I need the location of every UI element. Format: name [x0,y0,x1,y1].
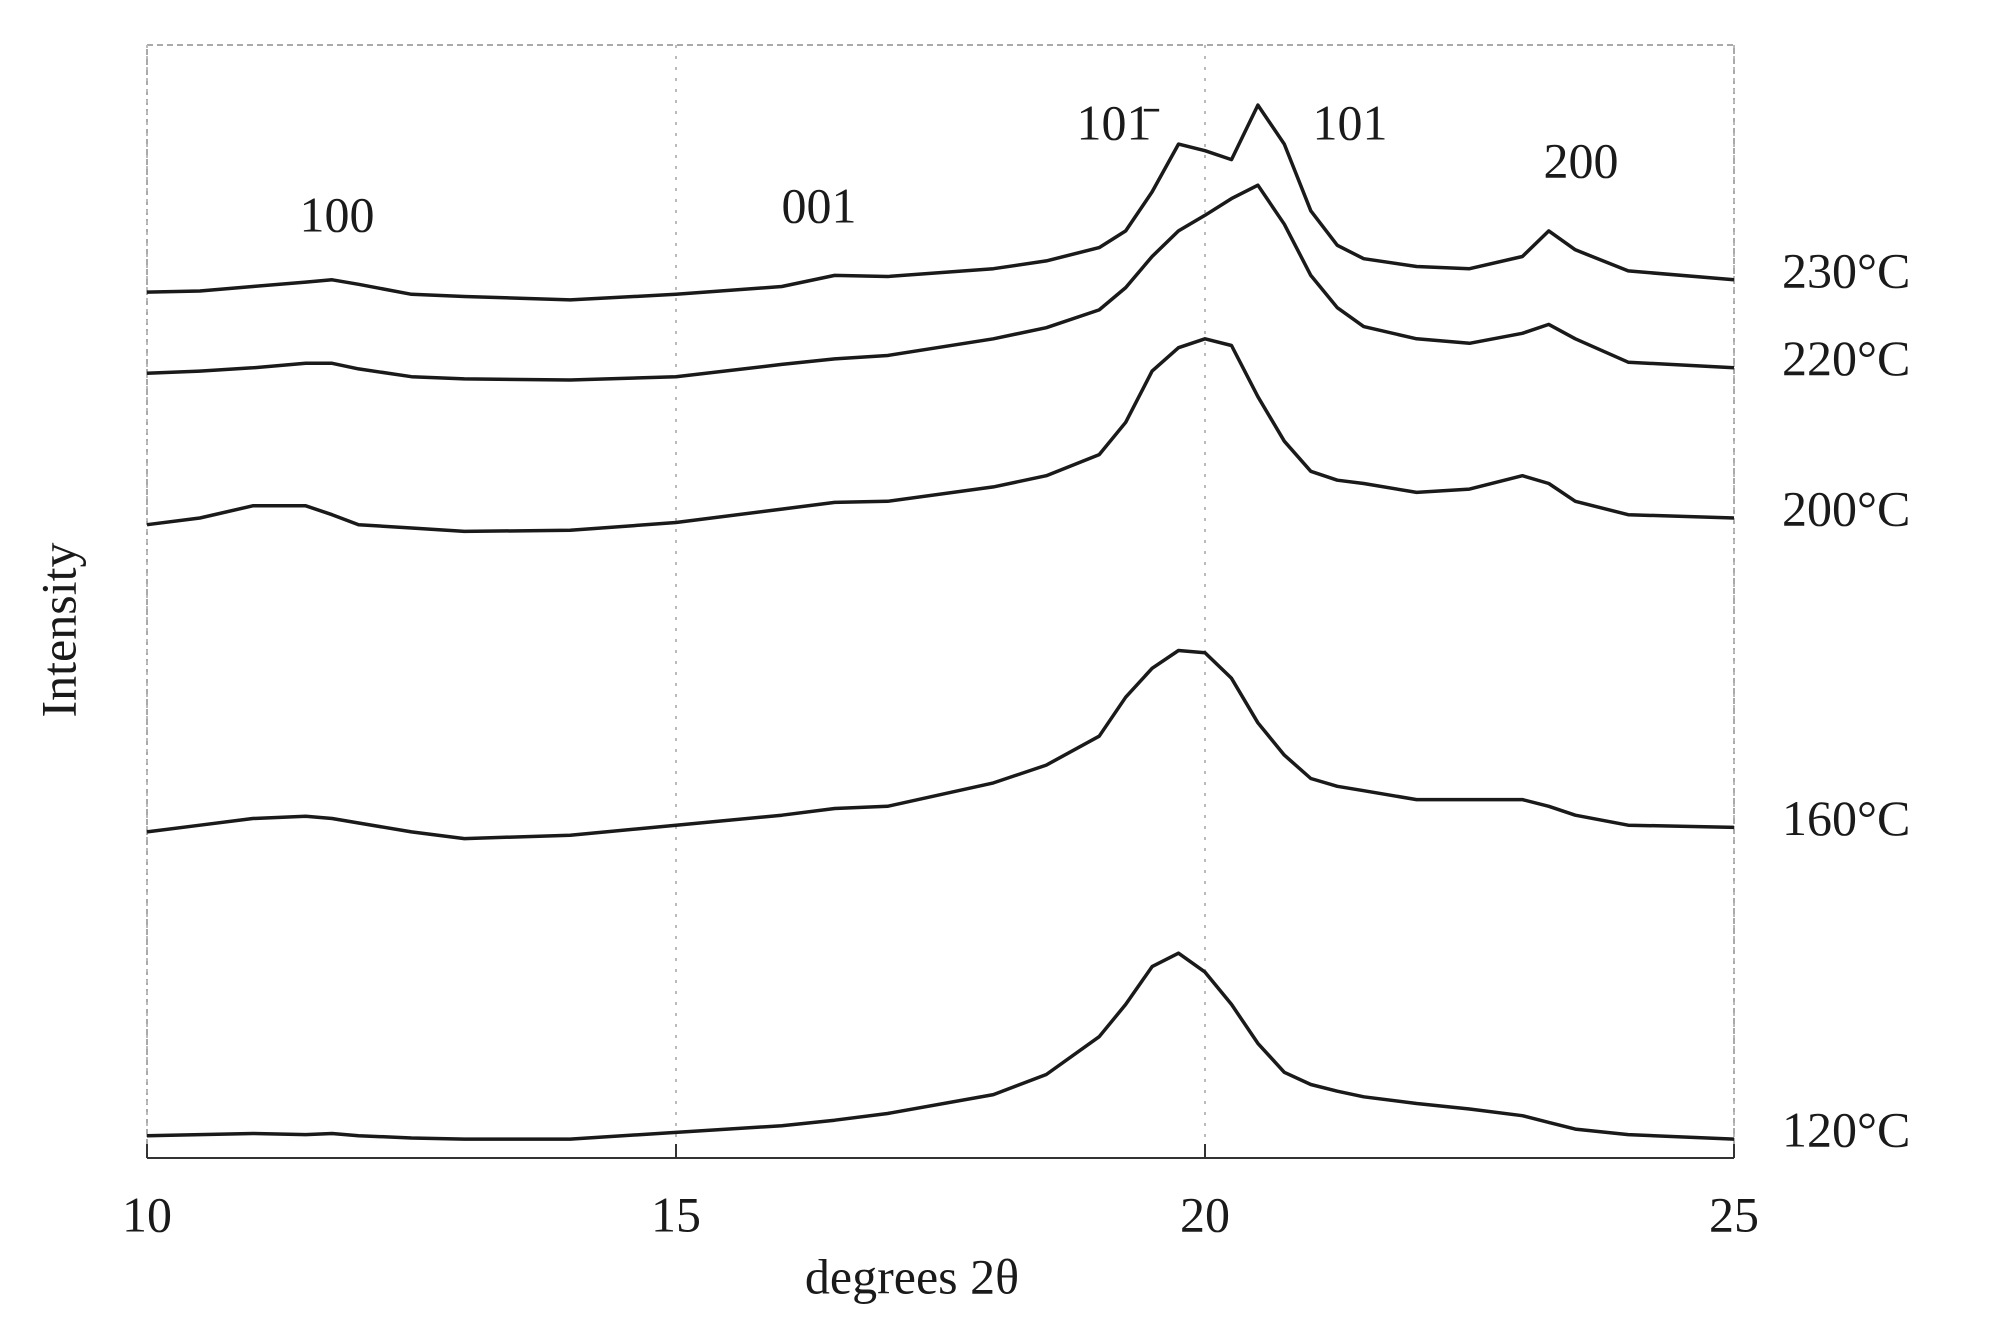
peak-annotation: 101 [1313,94,1388,150]
peak-annotation: 100 [300,186,375,242]
series-label: 120°C [1782,1102,1910,1158]
peak-annotation: 101̄ [1077,94,1160,150]
series-label: 220°C [1782,330,1910,386]
series-label: 160°C [1782,790,1910,846]
series-label: 230°C [1782,242,1910,298]
series-line [146,951,1735,1141]
x-tick-label: 10 [122,1186,172,1242]
series-line [146,648,1735,841]
series-label: 200°C [1782,480,1910,536]
x-tick-label: 20 [1180,1186,1230,1242]
plot-frame [146,44,1735,1159]
x-axis-title: degrees 2θ [805,1248,1019,1304]
peak-annotation: 001 [782,177,857,233]
series-line [146,337,1735,534]
series-line [146,183,1735,382]
x-tick-label: 15 [651,1186,701,1242]
peak-annotation: 200 [1544,132,1619,188]
series-line [146,103,1735,302]
y-axis-title: Intensity [30,543,86,718]
x-tick-label: 25 [1709,1186,1759,1242]
